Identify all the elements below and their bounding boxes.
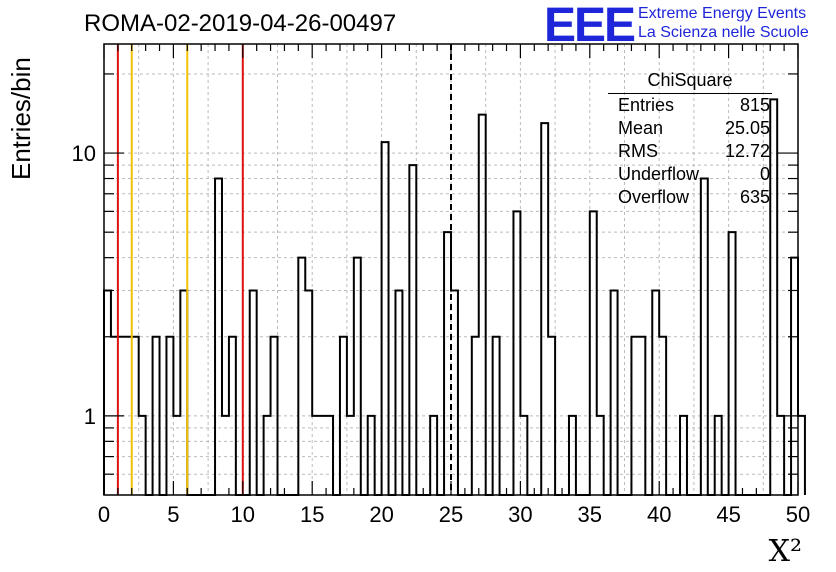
x-tick-label: 50 [786, 502, 810, 527]
stats-label: Mean [618, 118, 664, 138]
histogram-bin [250, 290, 257, 495]
histogram-bin [652, 290, 659, 495]
x-tick-label: 0 [98, 502, 110, 527]
eee-logo: EEE [544, 0, 636, 52]
histogram-bin [180, 290, 187, 495]
y-tick-label: 1 [84, 404, 96, 429]
stats-box: ChiSquare Entries 815 Mean 25.05 RMS 12.72 … [608, 70, 772, 209]
stats-label: Entries [618, 95, 675, 115]
stats-value: 635 [739, 187, 770, 207]
histogram-bin [409, 165, 416, 495]
x-tick-label: 30 [508, 502, 532, 527]
stats-title: ChiSquare [608, 70, 772, 94]
stats-value: 12.72 [724, 141, 770, 161]
histogram-bin [444, 232, 451, 495]
stats-row: Mean 25.05 [608, 117, 772, 140]
histogram-bin [798, 416, 805, 495]
histogram-bin [305, 290, 312, 495]
x-tick-label: 10 [231, 502, 255, 527]
logo-caption: Extreme Energy Events La Scienza nelle S… [638, 4, 809, 42]
x-tick-label: 20 [369, 502, 393, 527]
histogram-bin [104, 290, 111, 495]
y-tick-label: 10 [72, 141, 96, 166]
stats-label: Overflow [618, 187, 690, 207]
stats-label: Underflow [618, 164, 700, 184]
stats-row: Overflow 635 [608, 186, 772, 209]
logo-line-1: Extreme Energy Events [638, 5, 807, 22]
x-tick-label: 45 [716, 502, 740, 527]
stats-value: 25.05 [724, 118, 770, 138]
stats-row: Underflow 0 [608, 163, 772, 186]
histogram-bin [791, 258, 798, 495]
x-tick-label: 5 [167, 502, 179, 527]
histogram-bin [479, 115, 486, 495]
x-tick-label: 35 [578, 502, 602, 527]
stats-value: 0 [759, 164, 770, 184]
histogram-bin [395, 290, 402, 495]
x-tick-label: 15 [300, 502, 324, 527]
histogram-bin [451, 290, 458, 495]
stats-label: RMS [618, 141, 658, 161]
stats-value: 815 [739, 95, 770, 115]
chart-title: ROMA-02-2019-04-26-00497 [84, 10, 397, 37]
histogram-bin [729, 232, 736, 495]
histogram-bin [354, 258, 361, 495]
histogram-bin [513, 211, 520, 495]
stats-row: Entries 815 [608, 94, 772, 117]
x-tick-label: 40 [647, 502, 671, 527]
logo-line-2: La Scienza nelle Scuole [638, 24, 809, 41]
x-axis-label: X² [768, 534, 802, 569]
histogram-bin [382, 142, 389, 495]
histogram-bin [611, 290, 618, 495]
x-tick-label: 25 [439, 502, 463, 527]
histogram-bin [298, 258, 305, 495]
stats-row: RMS 12.72 [608, 140, 772, 163]
histogram-outline [103, 98, 806, 496]
histogram-bin [590, 211, 597, 495]
y-axis-label: Entries/bin [6, 57, 36, 180]
